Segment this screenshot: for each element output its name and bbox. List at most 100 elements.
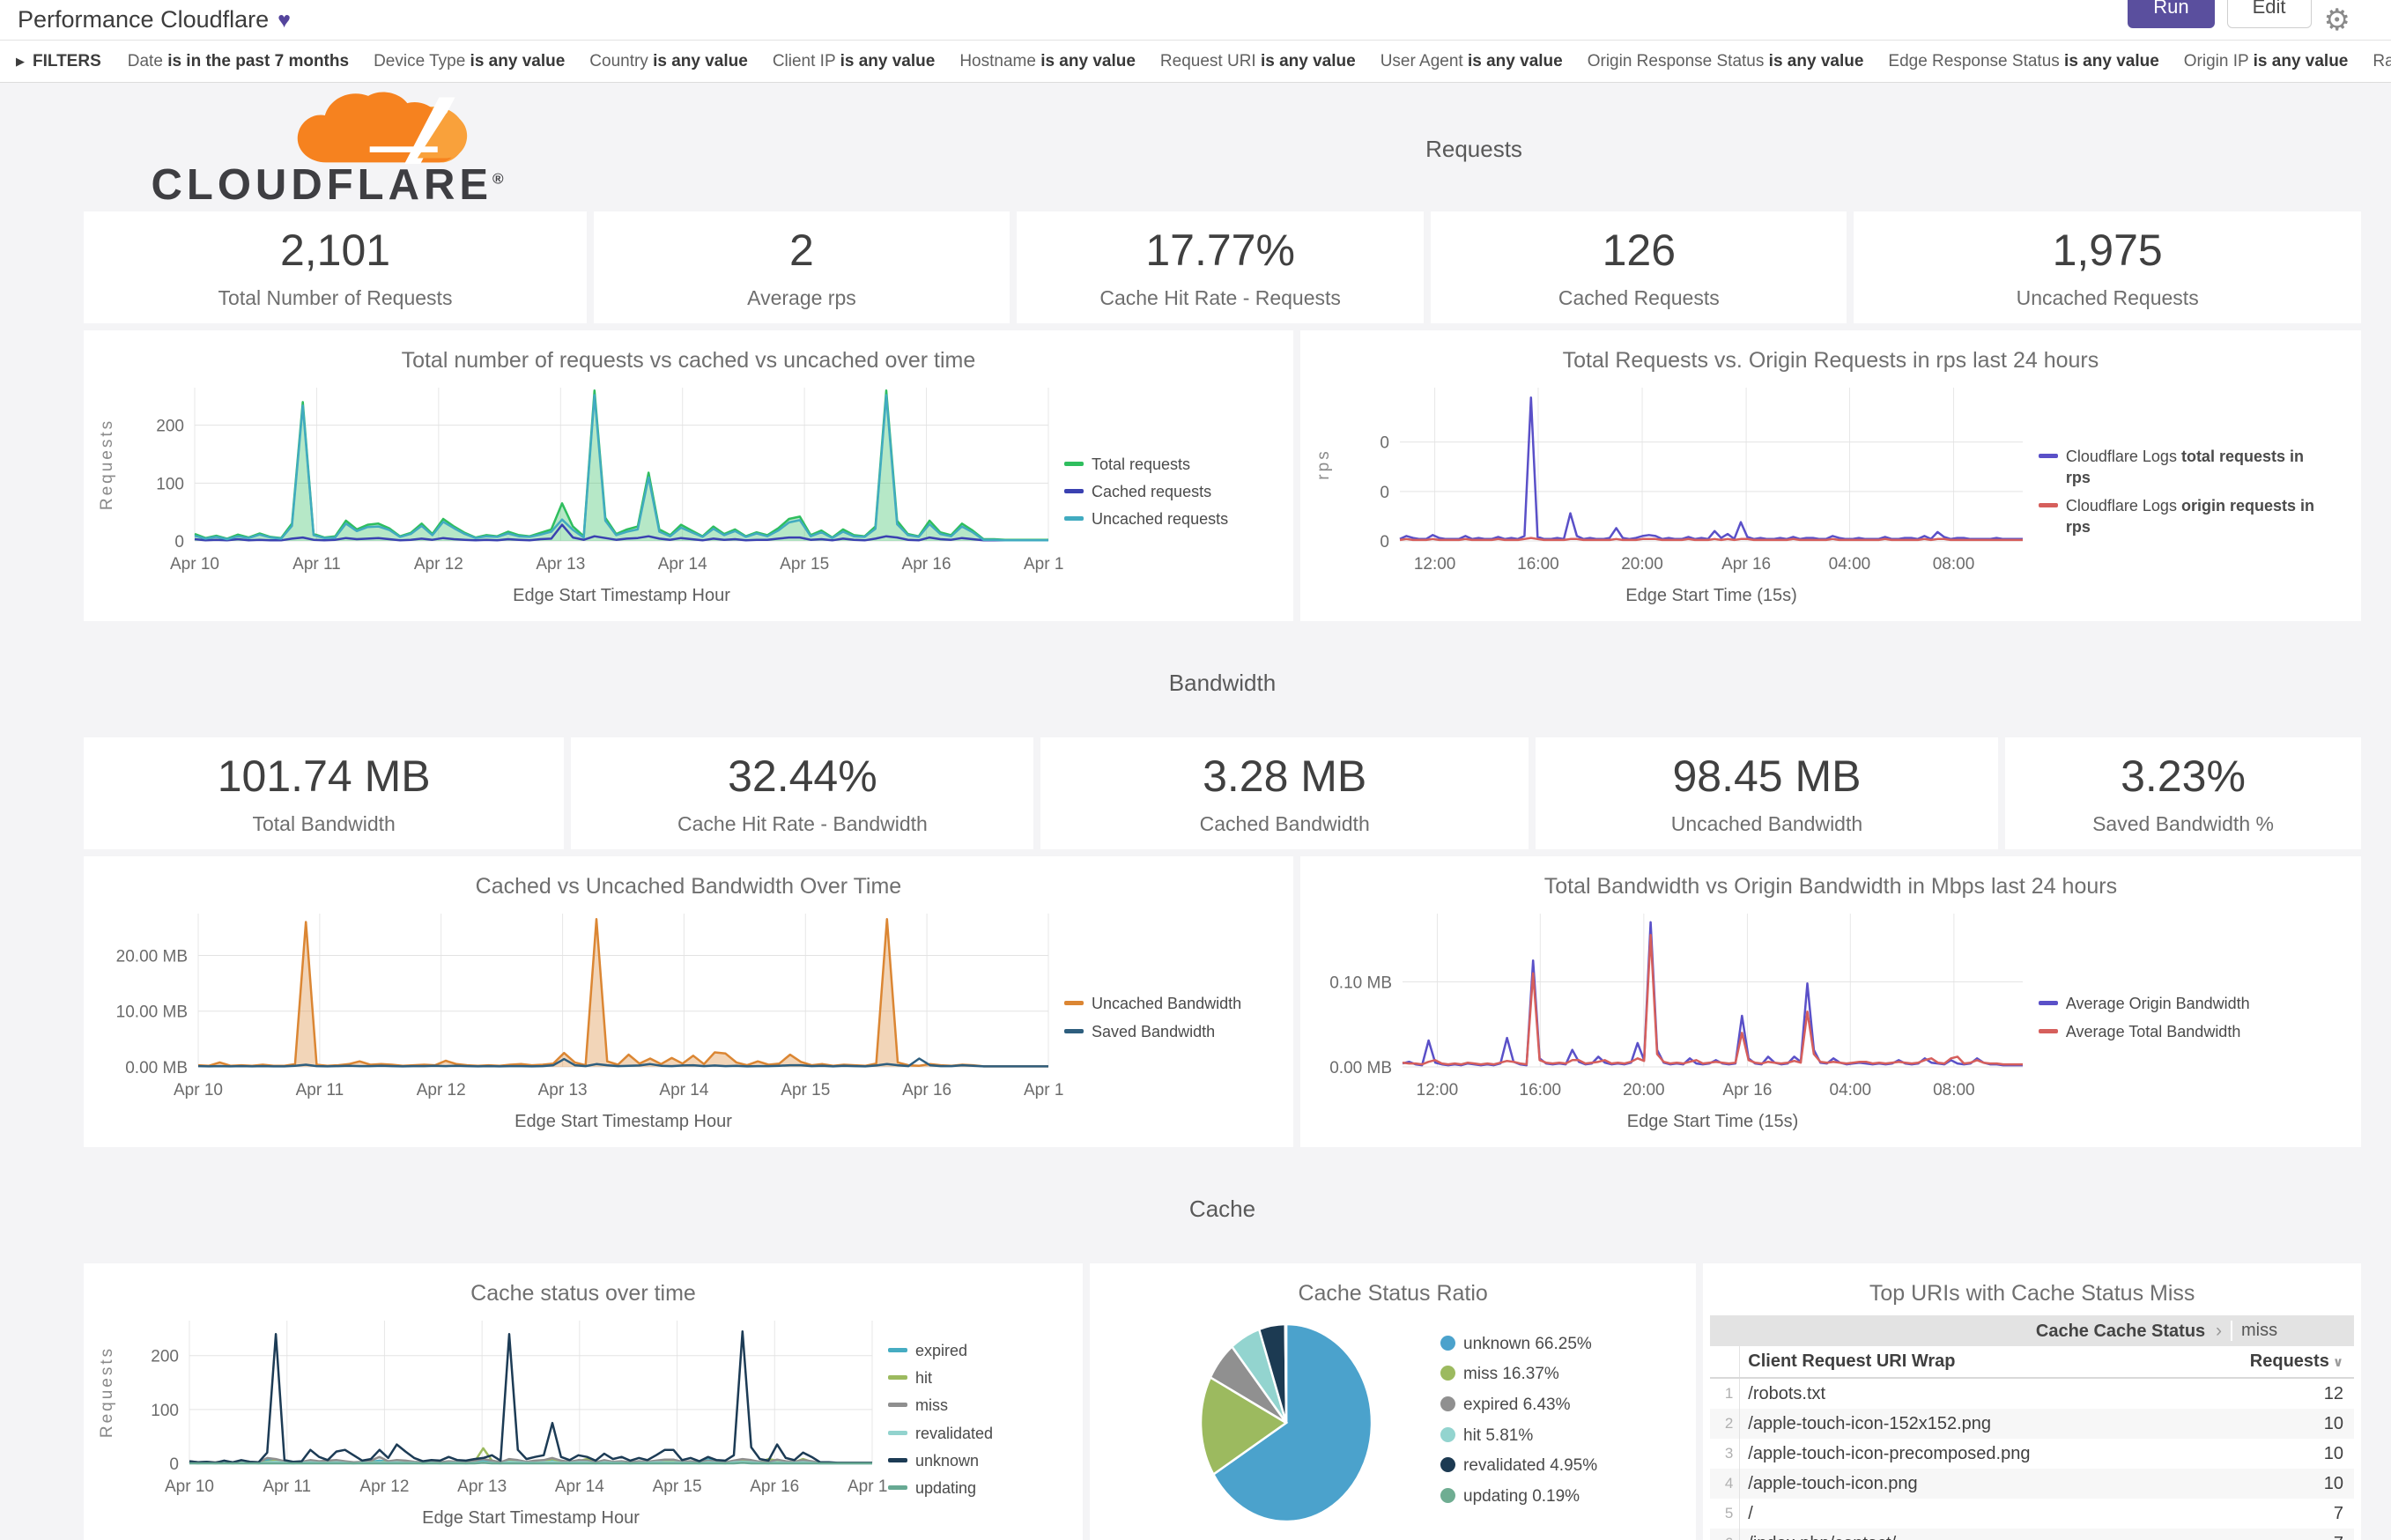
uri-cell[interactable]: /apple-touch-icon-152x152.png: [1740, 1414, 2231, 1434]
legend-item-hit[interactable]: hit 5.81%: [1440, 1425, 1597, 1447]
uri-cell[interactable]: /: [1740, 1504, 2231, 1524]
edit-button[interactable]: Edit: [2227, 0, 2312, 28]
legend-item-unknown[interactable]: unknown: [888, 1450, 1060, 1471]
row-number: 5: [1710, 1499, 1740, 1529]
filter-country[interactable]: Country is any value: [589, 52, 748, 71]
legend-item-cached-requests[interactable]: Cached requests: [1064, 481, 1262, 502]
uri-cell[interactable]: /robots.txt: [1740, 1384, 2231, 1404]
filter-condition: is any value: [653, 52, 748, 70]
gear-icon[interactable]: ⚙: [2324, 5, 2350, 35]
legend-swatch: [1440, 1427, 1455, 1442]
filter-field-name: Edge Response Status: [1888, 52, 2064, 70]
svg-text:Apr 12: Apr 12: [359, 1477, 409, 1496]
requests-cell[interactable]: 12: [2231, 1384, 2354, 1404]
filter-field-name: RayID: [2372, 52, 2391, 70]
legend-item-miss[interactable]: miss 16.37%: [1440, 1363, 1597, 1386]
legend-label: Total requests: [1092, 454, 1190, 475]
legend-item-saved-bandwidth[interactable]: Saved Bandwidth: [1064, 1021, 1262, 1042]
filter-user-agent[interactable]: User Agent is any value: [1381, 52, 1563, 71]
filter-origin-response-status[interactable]: Origin Response Status is any value: [1588, 52, 1864, 71]
legend-label: revalidated: [915, 1423, 993, 1444]
requests-cell[interactable]: 10: [2231, 1444, 2354, 1464]
uri-cell[interactable]: /apple-touch-icon-precomposed.png: [1740, 1444, 2231, 1464]
legend-item-unknown[interactable]: unknown 66.25%: [1440, 1333, 1597, 1356]
filter-origin-ip[interactable]: Origin IP is any value: [2184, 52, 2349, 71]
legend-item-updating[interactable]: updating 0.19%: [1440, 1485, 1597, 1508]
svg-text:Apr 16: Apr 16: [1722, 1081, 1772, 1099]
filter-edge-response-status[interactable]: Edge Response Status is any value: [1888, 52, 2158, 71]
legend-item-total-requests-in-rps[interactable]: Cloudflare Logs total requests in rps: [2039, 446, 2321, 489]
svg-text:08:00: 08:00: [1933, 555, 1975, 574]
requests-cell[interactable]: 7: [2231, 1534, 2354, 1540]
legend-item-average-total-bandwidth[interactable]: Average Total Bandwidth: [2039, 1021, 2321, 1042]
legend-swatch: [1064, 1001, 1084, 1005]
svg-text:20:00: 20:00: [1623, 1081, 1665, 1099]
legend-item-updating[interactable]: updating: [888, 1477, 1060, 1499]
kpi-cache-hit-rate-requests[interactable]: 17.77%Cache Hit Rate - Requests: [1017, 211, 1424, 323]
filter-device-type[interactable]: Device Type is any value: [374, 52, 565, 71]
row-number: 1: [1710, 1379, 1740, 1409]
legend-item-revalidated[interactable]: revalidated: [888, 1423, 1060, 1444]
legend-item-revalidated[interactable]: revalidated 4.95%: [1440, 1455, 1597, 1477]
filter-date[interactable]: Date is in the past 7 months: [128, 52, 349, 71]
legend-item-hit[interactable]: hit: [888, 1367, 1060, 1388]
legend-swatch: [1440, 1488, 1455, 1503]
requests-cell[interactable]: 10: [2231, 1474, 2354, 1494]
legend-swatch: [888, 1431, 907, 1435]
legend-item-uncached-bandwidth[interactable]: Uncached Bandwidth: [1064, 993, 1262, 1014]
filter-request-uri[interactable]: Request URI is any value: [1160, 52, 1356, 71]
legend-item-uncached-requests[interactable]: Uncached requests: [1064, 508, 1262, 529]
svg-text:Apr 10: Apr 10: [165, 1477, 214, 1496]
legend-item-expired[interactable]: expired 6.43%: [1440, 1394, 1597, 1417]
cache-status-ratio-pie-canvas[interactable]: [1097, 1307, 1440, 1534]
filter-client-ip[interactable]: Client IP is any value: [773, 52, 935, 71]
requests-cell[interactable]: 10: [2231, 1414, 2354, 1434]
kpi-value: 2,101: [280, 225, 390, 276]
legend-label: expired 6.43%: [1463, 1394, 1570, 1417]
legend-swatch: [888, 1375, 907, 1380]
legend-item-expired[interactable]: expired: [888, 1340, 1060, 1361]
svg-text:Apr 15: Apr 15: [653, 1477, 702, 1496]
kpi-saved-bandwidth[interactable]: 3.23%Saved Bandwidth %: [2005, 737, 2361, 849]
requests-cell[interactable]: 7: [2231, 1504, 2354, 1524]
filter-rayid[interactable]: RayID is any valu…: [2372, 52, 2391, 71]
column-header-uri[interactable]: Client Request URI Wrap: [1740, 1351, 2231, 1372]
uri-cell[interactable]: /index.php/contact/: [1740, 1534, 2231, 1540]
kpi-label: Cache Hit Rate - Requests: [1099, 286, 1341, 310]
filter-items: Date is in the past 7 months Device Type …: [128, 52, 2391, 71]
run-button[interactable]: Run: [2128, 0, 2214, 28]
legend-item-miss[interactable]: miss: [888, 1395, 1060, 1416]
column-header-requests[interactable]: Requests∨: [2231, 1351, 2354, 1372]
legend-item-origin-requests-in-rps[interactable]: Cloudflare Logs origin requests in rps: [2039, 495, 2321, 538]
legend-item-average-origin-bandwidth[interactable]: Average Origin Bandwidth: [2039, 993, 2321, 1014]
chart-title: Cache status over time: [91, 1281, 1076, 1307]
filter-hostname[interactable]: Hostname is any value: [959, 52, 1136, 71]
svg-text:16:00: 16:00: [1519, 1081, 1561, 1099]
heart-icon: ♥: [278, 8, 291, 33]
table-row: 6/index.php/contact/7: [1710, 1529, 2354, 1540]
row-number: 4: [1710, 1469, 1740, 1499]
row-number: 6: [1710, 1529, 1740, 1540]
svg-text:Apr 14: Apr 14: [658, 555, 707, 574]
filters-toggle[interactable]: ▶ FILTERS: [16, 52, 101, 71]
pivot-field-label[interactable]: Cache Cache Status ›: [1710, 1321, 2231, 1342]
uri-cell[interactable]: /apple-touch-icon.png: [1740, 1474, 2231, 1494]
legend-item-total-requests[interactable]: Total requests: [1064, 454, 1262, 475]
kpi-cache-hit-rate-bandwidth[interactable]: 32.44%Cache Hit Rate - Bandwidth: [571, 737, 1033, 849]
